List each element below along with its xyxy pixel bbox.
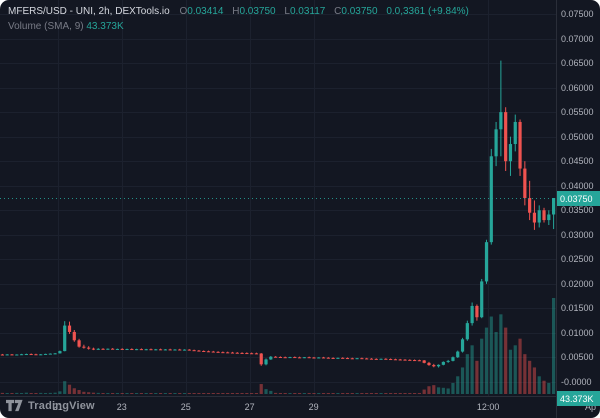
candlestick-chart[interactable] [0,0,556,396]
volume-legend: Volume (SMA, 9) 43.373K [8,20,130,34]
close-value: 0.03750 [341,6,378,17]
price-tick-label: 0.02000 [561,278,594,289]
open-value: 0.03414 [187,6,224,17]
time-tick-label: Ap [584,402,596,412]
time-tick-label: 27 [244,402,255,412]
high-value: 0.03750 [239,6,276,17]
time-axis-separator [0,396,600,397]
time-tick-label: 25 [180,402,191,412]
price-tick-label: 0.05000 [561,131,594,142]
price-axis-separator [556,0,557,418]
price-tick-label: 0.07000 [561,33,594,44]
chart-plot-area[interactable] [0,0,556,396]
price-tick-label: 0.03000 [561,229,594,240]
price-tick-label: 0.06000 [561,82,594,93]
price-tick-label: 0.05500 [561,107,594,118]
price-tick-label: 0.07500 [561,9,594,19]
time-tick-label: 12:00 [476,402,500,412]
tradingview-brand-text: TradingView [28,399,95,412]
price-tick-label: 0.03500 [561,205,594,216]
symbol-title[interactable]: MFERS/USD - UNI, 2h, DEXTools.io [8,6,170,17]
time-tick-label: 23 [116,402,127,412]
high-label: H [232,6,240,17]
price-tick-label: 0.04000 [561,180,594,191]
close-label: C [334,6,342,17]
price-tick-label: 0.00500 [561,352,594,363]
volume-indicator-label[interactable]: Volume (SMA, 9) [8,21,84,32]
price-tick-label: 0.06500 [561,58,594,69]
price-tick-label: 0.04500 [561,156,594,167]
open-label: O [179,6,188,17]
tradingview-logo-icon [6,399,23,412]
low-value: 0.03117 [289,6,326,17]
change-value: 0.0,3361 (+9.84%) [386,6,469,17]
low-label: L [284,6,290,17]
volume-indicator-value: 43.373K [86,21,124,32]
tradingview-logo[interactable]: TradingView [6,399,95,412]
volume-badge: 43.373K [557,391,600,406]
chart-legend: MFERS/USD - UNI, 2h, DEXTools.io O0.0341… [8,5,475,19]
price-tick-label: 0.01500 [561,303,594,314]
price-tick-label: 0.01000 [561,327,594,338]
price-tick-label: -0.0000 [561,377,592,387]
time-tick-label: 21 [52,402,63,412]
price-tick-label: 0.02500 [561,254,594,265]
time-tick-label: 29 [308,402,319,412]
last-price-badge: 0.03750 [557,191,600,206]
